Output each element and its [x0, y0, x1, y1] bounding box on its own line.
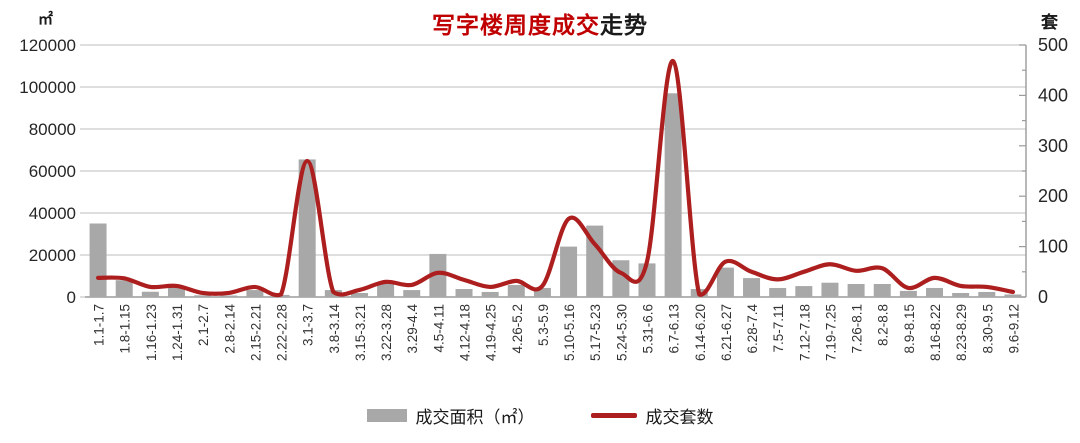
left-axis-tick-label: 80000 — [29, 120, 76, 139]
bar — [978, 291, 996, 297]
x-axis-label: 3.22-3.28 — [379, 304, 394, 361]
x-axis-label: 5.24-5.30 — [614, 304, 629, 361]
left-axis-unit: ㎡ — [38, 11, 54, 28]
legend-item-area: 成交面积（㎡） — [366, 403, 535, 428]
x-axis-label: 4.5-4.11 — [431, 304, 446, 353]
x-axis-label: 1.24-1.31 — [170, 304, 185, 361]
x-axis-label: 4.12-4.18 — [458, 304, 473, 361]
bar — [847, 283, 865, 297]
chart-title-accent: 写字楼周度成交 — [432, 12, 600, 38]
x-axis-label: 2.8-2.14 — [222, 304, 237, 354]
bar — [533, 287, 551, 297]
x-axis-label: 8.16-8.22 — [928, 304, 943, 361]
x-axis-label: 5.17-5.23 — [588, 304, 603, 361]
legend-item-line: 成交套数 — [590, 403, 714, 428]
x-axis-label: 8.23-8.29 — [954, 304, 969, 361]
bar — [89, 223, 107, 297]
chart-title-suffix: 走势 — [600, 12, 648, 38]
bar — [952, 293, 970, 297]
bar — [769, 287, 787, 297]
bar — [298, 159, 316, 297]
x-axis-label: 3.8-3.14 — [327, 304, 342, 354]
x-axis-label: 9.6-9.12 — [1006, 304, 1021, 354]
x-axis-label: 5.10-5.16 — [562, 304, 577, 361]
x-axis-label: 2.1-2.7 — [196, 304, 211, 346]
bar — [664, 93, 682, 297]
bar — [507, 285, 525, 297]
x-axis-label: 3.15-3.21 — [353, 304, 368, 361]
x-axis-label: 8.2-8.8 — [876, 304, 891, 346]
left-axis-tick-label: 100000 — [19, 78, 76, 97]
bar — [560, 246, 578, 297]
left-axis-tick-label: 20000 — [29, 246, 76, 265]
bar — [429, 253, 447, 297]
x-axis-label: 2.22-2.28 — [275, 304, 290, 361]
right-axis-unit: 套 — [1041, 13, 1058, 32]
x-axis-label: 7.26-8.1 — [850, 304, 865, 354]
legend-area-swatch — [366, 409, 407, 422]
x-axis-label: 7.12-7.18 — [797, 304, 812, 361]
x-axis-label: 8.30-9.5 — [980, 304, 995, 354]
bar — [220, 295, 238, 297]
bar — [246, 290, 264, 297]
x-axis-label: 1.8-1.15 — [118, 304, 133, 354]
x-axis-label: 1.16-1.23 — [144, 304, 159, 361]
legend-line-label: 成交套数 — [645, 408, 714, 427]
bar — [194, 295, 212, 297]
bar — [873, 283, 891, 297]
left-axis-tick-label: 0 — [67, 288, 76, 307]
x-axis-label: 5.3-5.9 — [536, 304, 551, 346]
x-axis-label: 6.28-7.4 — [745, 304, 760, 354]
bar — [743, 278, 761, 297]
right-axis-tick-label: 500 — [1038, 35, 1068, 55]
bar — [716, 267, 734, 297]
bar — [821, 282, 839, 297]
x-axis-label: 6.7-6.13 — [667, 304, 682, 354]
chart-title: 写字楼周度成交走势 — [0, 6, 1080, 40]
bar — [899, 290, 917, 297]
x-axis-label: 2.15-2.21 — [248, 304, 263, 361]
right-axis-tick-label: 200 — [1038, 186, 1068, 206]
right-axis-tick-label: 400 — [1038, 85, 1068, 105]
transactions-line — [95, 59, 1016, 298]
x-axis-label: 4.19-4.25 — [484, 304, 499, 361]
bar — [455, 289, 473, 297]
bar — [115, 280, 133, 297]
bar — [481, 291, 499, 297]
chart-legend: 成交面积（㎡） 成交套数 — [0, 403, 1080, 428]
right-axis-tick-label: 100 — [1038, 237, 1068, 257]
bar — [1004, 294, 1022, 297]
x-axis-label: 1.1-1.7 — [92, 304, 107, 346]
left-axis-tick-label: 60000 — [29, 162, 76, 181]
left-axis-tick-label: 120000 — [19, 36, 76, 55]
bar — [350, 293, 368, 297]
right-axis-tick-label: 300 — [1038, 136, 1068, 156]
bar — [926, 287, 944, 297]
x-axis-label: 7.5-7.11 — [771, 304, 786, 353]
x-axis-label: 6.21-6.27 — [719, 304, 734, 361]
legend-area-label: 成交面积（㎡） — [415, 408, 535, 427]
x-axis-label: 4.26-5.2 — [510, 304, 525, 354]
x-axis-label: 3.29-4.4 — [405, 304, 420, 354]
bar — [141, 291, 159, 297]
legend-line-swatch — [590, 413, 637, 418]
x-axis-label: 5.31-6.6 — [640, 304, 655, 354]
bar — [586, 225, 604, 297]
x-axis-label: 8.9-8.15 — [902, 304, 917, 354]
right-axis-tick-label: 0 — [1038, 287, 1048, 307]
left-axis-tick-label: 40000 — [29, 204, 76, 223]
x-axis-label: 7.19-7.25 — [823, 304, 838, 361]
x-axis-label: 6.14-6.20 — [693, 304, 708, 361]
bar — [167, 287, 185, 297]
bar — [403, 290, 421, 297]
bar — [377, 283, 395, 297]
bar — [795, 286, 813, 297]
x-axis-label: 3.1-3.7 — [301, 304, 316, 346]
